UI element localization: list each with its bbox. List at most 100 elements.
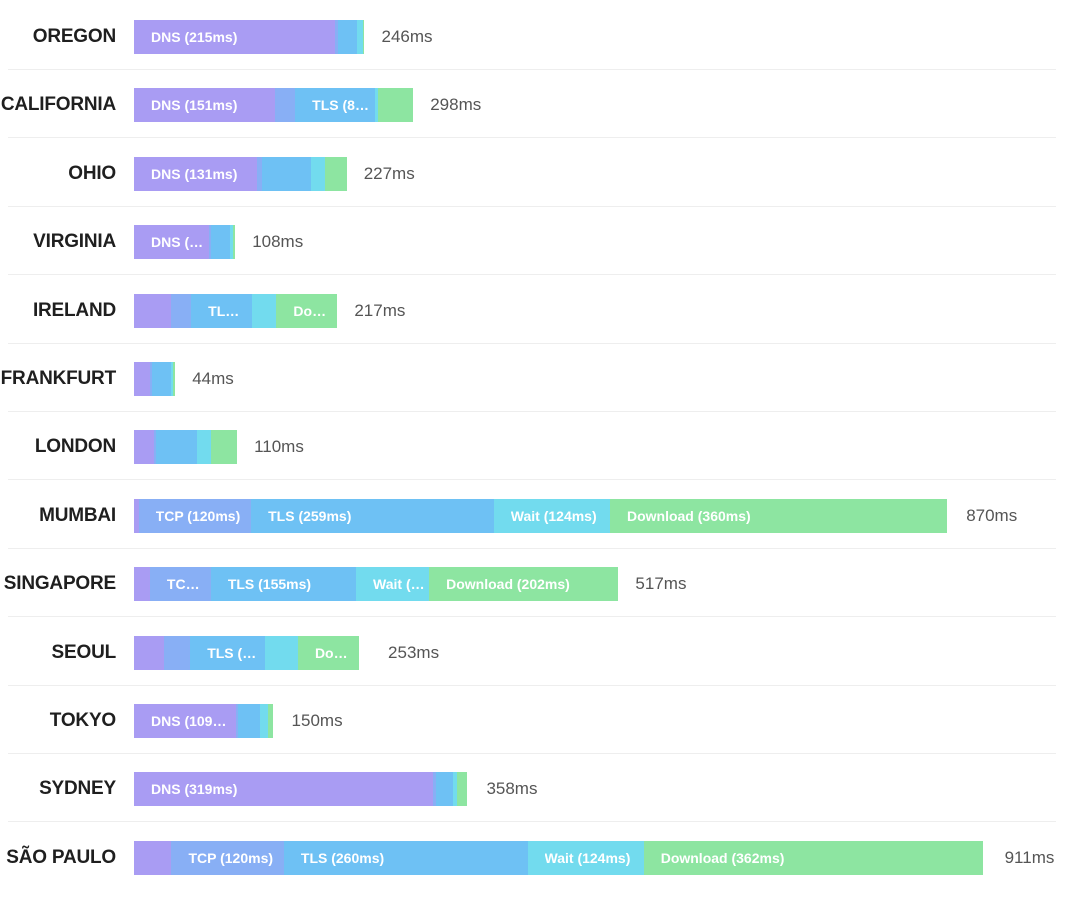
stacked-bar: TCP (120ms) TLS (259ms) Wait (124ms) Downlo… (134, 498, 949, 533)
bar-segment-tls (155, 430, 197, 465)
row-divider (8, 411, 1056, 412)
bar-segment-tcp (335, 20, 339, 54)
segment-label: TCP (65ms) (166, 576, 207, 593)
bar-segment-tls: TLS (80ms) (190, 635, 266, 670)
stacked-bar: TLS (65ms) Download (65ms) (134, 293, 338, 328)
bar-segment-tls: TLS (85ms) (295, 88, 375, 123)
bar-segment-tls (151, 362, 172, 396)
stacked-bar: TCP (120ms) TLS (260ms) Wait (124ms) Downlo… (134, 840, 988, 875)
bar-segment-tls (262, 156, 312, 191)
total-time-label: 298ms (430, 95, 482, 115)
row-divider (8, 69, 1056, 70)
stacked-bar: TCP (65ms) TLS (155ms) Wait (78ms) Download… (134, 567, 619, 602)
segment-label: Wait (124ms) (544, 849, 631, 866)
bar-segment-wait: Wait (78ms) (356, 567, 430, 602)
bar-segment-tcp (171, 293, 192, 328)
bar-segment-tcp (256, 156, 263, 191)
chart-row: SÃO PAULO TCP (120ms) TLS (260ms) Wait (124… (0, 823, 1080, 891)
bar-segment-wait (196, 430, 211, 465)
bar-segment-tls (338, 20, 357, 54)
segment-label: TLS (65ms) (208, 302, 248, 319)
bar-segment-download: Download (202ms) (429, 567, 619, 602)
total-time-label: 110ms (254, 437, 304, 457)
stacked-bar: DNS (319ms) (134, 772, 469, 807)
segment-label: TLS (85ms) (312, 97, 371, 114)
bar-segment-tcp (149, 362, 152, 396)
total-time-label: 870ms (966, 505, 1018, 525)
bar-segment-download: Download (65ms) (297, 635, 359, 670)
chart-row: OHIO DNS (131ms) 227ms (0, 139, 1080, 207)
stacked-bar (134, 362, 176, 396)
region-label: MUMBAI (39, 504, 116, 526)
stacked-bar: DNS (215ms) (134, 20, 365, 54)
segment-label: Download (362ms) (660, 849, 785, 866)
segment-label: TLS (155ms) (227, 576, 312, 593)
region-label: CALIFORNIA (0, 94, 116, 116)
row-divider (8, 547, 1056, 549)
chart-row: SYDNEY DNS (319ms) 358ms (0, 754, 1080, 823)
bar-segment-dns (134, 430, 154, 465)
segment-label: DNS (131ms) (151, 165, 238, 182)
bar-segment-wait: Wait (124ms) (493, 498, 610, 533)
total-time-label: 227ms (363, 163, 415, 183)
segment-label: TLS (260ms) (300, 849, 385, 866)
region-label: VIRGINIA (33, 231, 116, 253)
row-divider (8, 342, 1056, 344)
bar-segment-wait (229, 225, 234, 260)
segment-label: DNS (215ms) (151, 29, 238, 45)
chart-row: OREGON DNS (215ms) 246ms (0, 2, 1080, 70)
bar-segment-tcp (153, 430, 156, 465)
bar-segment-wait (171, 362, 174, 396)
segment-label: DNS (80ms) (151, 234, 205, 251)
bar-segment-dns: DNS (151ms) (134, 88, 276, 123)
bar-segment-download (457, 772, 467, 807)
bar-segment-download (377, 88, 414, 123)
bar-segment-wait (260, 704, 268, 738)
chart-row: IRELAND TLS (65ms) Download (65ms) 217ms (0, 276, 1080, 344)
bar-segment-dns (134, 840, 172, 875)
bar-segment-dns (134, 362, 150, 396)
region-label: OHIO (68, 162, 116, 184)
bar-segment-tls: TLS (260ms) (283, 840, 528, 875)
bar-segment-download (267, 704, 273, 738)
region-label: TOKYO (49, 710, 116, 731)
stacked-bar: DNS (80ms) (134, 225, 236, 260)
bar-segment-tls (435, 772, 454, 807)
region-label: SINGAPORE (3, 573, 116, 595)
bar-segment-tcp: TCP (65ms) (149, 567, 211, 602)
bar-segment-wait (265, 635, 298, 670)
bar-segment-download: Download (362ms) (643, 840, 983, 875)
stacked-bar: DNS (109ms) (134, 704, 275, 738)
bar-segment-download (210, 430, 238, 465)
chart-row: FRANKFURT 44ms (0, 344, 1080, 412)
bar-segment-dns (134, 635, 164, 670)
chart-row: MUMBAI TCP (120ms) TLS (259ms) Wait (124ms)… (0, 481, 1080, 549)
bar-segment-tcp (236, 704, 238, 738)
bar-segment-dns (134, 293, 172, 328)
region-label: FRANKFURT (0, 368, 117, 389)
bar-segment-download: Download (360ms) (609, 498, 948, 533)
segment-label: Wait (78ms) (373, 576, 426, 593)
bar-segment-dns (134, 567, 150, 602)
bar-segment-tls: TLS (65ms) (191, 293, 253, 328)
row-divider (8, 753, 1056, 754)
bar-segment-dns (134, 498, 139, 533)
bar-segment-wait (374, 88, 378, 123)
bar-segment-wait (252, 293, 277, 328)
total-time-label: 517ms (635, 574, 687, 594)
region-label: IRELAND (32, 299, 116, 321)
bar-segment-tls (237, 704, 261, 738)
bar-segment-tcp (432, 772, 436, 807)
chart-row: TOKYO DNS (109ms) 150ms (0, 686, 1080, 754)
chart-row: SINGAPORE TCP (65ms) TLS (155ms) Wait (78ms… (0, 549, 1080, 618)
row-divider (8, 205, 1056, 207)
total-time-label: 246ms (381, 27, 433, 46)
segment-label: DNS (109ms) (151, 713, 233, 729)
bar-segment-dns: DNS (109ms) (134, 704, 237, 738)
row-divider (8, 479, 1056, 481)
bar-segment-tcp: TCP (120ms) (171, 840, 284, 875)
bar-segment-dns: DNS (215ms) (134, 20, 336, 54)
bar-segment-download (173, 362, 176, 396)
bar-segment-tls: TLS (155ms) (210, 567, 357, 602)
bar-segment-wait (356, 20, 363, 54)
